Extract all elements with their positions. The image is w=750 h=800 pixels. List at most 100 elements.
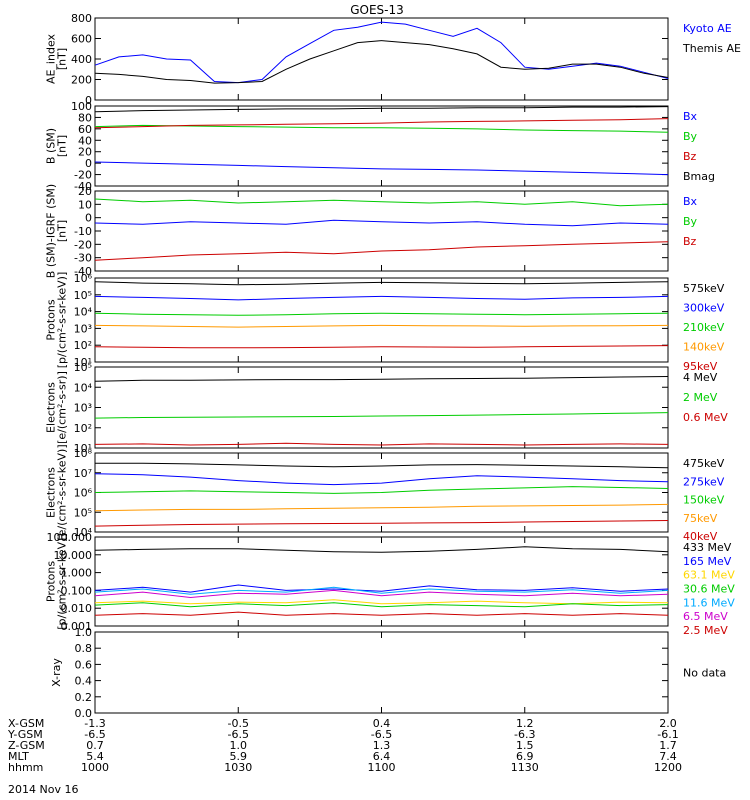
y-tick-label: 600: [71, 33, 92, 46]
y-tick-label: 10⁷: [74, 467, 92, 480]
y-tick-label: 10⁵: [74, 506, 92, 519]
y-tick-label: -20: [74, 238, 92, 251]
y-tick-label: 10⁵: [74, 361, 92, 374]
panel-frame: [94, 105, 669, 187]
legend-entry: 2.5 MeV: [683, 624, 728, 637]
y-tick-label: 10⁶: [74, 272, 93, 285]
series-line-protons_high-3: [94, 602, 669, 608]
series-line-ae-0: [94, 21, 669, 84]
legend-entry: Themis AE: [682, 42, 741, 55]
y-tick-label: 0.0: [75, 707, 93, 720]
series-line-electrons_low-1: [94, 473, 669, 486]
ephemeris-value: -6.5: [84, 728, 105, 741]
ephemeris-value: 1.5: [516, 739, 534, 752]
legend-entry: By: [683, 130, 698, 143]
legend-entry: 575keV: [683, 282, 725, 295]
panel-electrons_low: 10⁴ 10⁵ 10⁶ 10⁷ 10⁸ Electrons[e/(cm²-s-sr-keV…: [45, 444, 725, 543]
y-tick-label: -40: [74, 265, 92, 278]
ephemeris-value: 6.4: [373, 750, 391, 763]
ephemeris-value: -6.5: [371, 728, 392, 741]
y-tick-label: -20: [74, 169, 92, 182]
ephemeris-value: 5.4: [86, 750, 104, 763]
y-tick-label: -10: [74, 225, 92, 238]
ephemeris-label: MLT: [8, 750, 29, 763]
y-axis-label: [nT]: [56, 48, 69, 70]
legend-entry: Bx: [683, 110, 698, 123]
y-axis-label: AE_index: [45, 33, 58, 84]
y-tick-label: 0.2: [75, 691, 93, 704]
legend-entry: 75keV: [683, 512, 718, 525]
y-axis-label: [p/(cm²-s-sr-keV)]: [56, 533, 69, 630]
panel-frame: [94, 277, 669, 363]
ephemeris-value: 1.0: [230, 739, 248, 752]
series-line-b_igrf-2: [94, 241, 669, 261]
series-line-electrons_low-2: [94, 486, 669, 494]
series-line-protons_high-6: [94, 611, 669, 616]
legend-entry: 210keV: [683, 321, 725, 334]
series-line-protons_low-3: [94, 324, 669, 328]
series-line-protons_high-2: [94, 599, 669, 605]
series-line-protons_high-1: [94, 584, 669, 593]
no-data-note: No data: [683, 667, 726, 680]
y-axis-label: [nT]: [56, 135, 69, 157]
series-line-protons_low-1: [94, 295, 669, 301]
y-tick-label: 0: [85, 157, 92, 170]
y-tick-label: 20: [78, 146, 92, 159]
legend-entry: 475keV: [683, 457, 725, 470]
legend-entry: 2 MeV: [683, 391, 718, 404]
legend-entry: 165 MeV: [683, 555, 732, 568]
y-axis-label: [e/(cm²-s-sr-keV)]: [56, 444, 69, 540]
panel-frame: [94, 631, 669, 714]
y-tick-label: 0: [85, 94, 92, 107]
series-line-electrons_high-2: [94, 442, 669, 446]
y-tick-label: 0.010: [61, 602, 93, 615]
ephemeris-value: 0.7: [86, 739, 104, 752]
legend-entry: Bz: [683, 150, 697, 163]
y-tick-label: 10³: [74, 402, 92, 415]
y-tick-label: 0.8: [75, 642, 93, 655]
y-tick-label: 0: [85, 212, 92, 225]
series-line-electrons_low-3: [94, 503, 669, 512]
y-tick-label: 10¹: [74, 442, 92, 455]
ephemeris-value: 7.4: [659, 750, 677, 763]
legend-entry: 150keV: [683, 494, 725, 507]
series-line-b_igrf-1: [94, 198, 669, 207]
date-label: 2014 Nov 16: [8, 783, 78, 796]
y-tick-label: 100.000: [47, 531, 93, 544]
ephemeris-value: 0.4: [373, 717, 391, 730]
ephemeris-value: -1.3: [84, 717, 105, 730]
legend-entry: 433 MeV: [683, 541, 732, 554]
panel-xray: 0.0 0.2 0.4 0.6 0.8 1.0 X-ray No data: [50, 626, 726, 720]
series-line-protons_low-0: [94, 281, 669, 286]
ephemeris-value: 1000: [81, 761, 109, 774]
y-tick-label: 10⁶: [74, 487, 93, 500]
panel-frame: [94, 536, 669, 627]
y-tick-label: -40: [74, 180, 92, 193]
panel-protons_low: 10¹ 10² 10³ 10⁴ 10⁵ 10⁶ Protons[p/(cm²-s-sr-ke…: [45, 272, 725, 373]
series-line-electrons_high-0: [94, 376, 669, 382]
legend-entry: 4 MeV: [683, 371, 718, 384]
series-line-protons_high-4: [94, 586, 669, 595]
legend-entry: Bx: [683, 195, 698, 208]
y-axis-label: Electrons: [45, 467, 58, 518]
panel-electrons_high: 10¹ 10² 10³ 10⁴ 10⁵ Electrons[e/(cm²-s-sr)] 4 …: [45, 361, 729, 455]
chart-title: GOES-13: [350, 3, 404, 17]
series-line-b_sm-1: [94, 124, 669, 133]
ephemeris-value: 1030: [224, 761, 252, 774]
y-tick-label: 10.000: [54, 549, 93, 562]
panel-protons_high: 0.001 0.010 0.100 1.000 10.000 100.000 Protons…: [45, 531, 736, 637]
series-line-b_sm-0: [94, 161, 669, 176]
legend-entry: 63.1 MeV: [683, 569, 735, 582]
y-tick-label: 10⁸: [74, 447, 93, 460]
y-tick-label: 200: [71, 74, 92, 87]
ephemeris-value: 2.0: [659, 717, 677, 730]
legend-entry: Kyoto AE: [683, 22, 732, 35]
series-line-b_sm-3: [94, 106, 669, 113]
y-tick-label: 10⁵: [74, 289, 92, 302]
legend-entry: 6.5 MeV: [683, 610, 728, 623]
y-tick-label: 0.001: [61, 620, 93, 633]
ephemeris-value: 1.7: [659, 739, 677, 752]
